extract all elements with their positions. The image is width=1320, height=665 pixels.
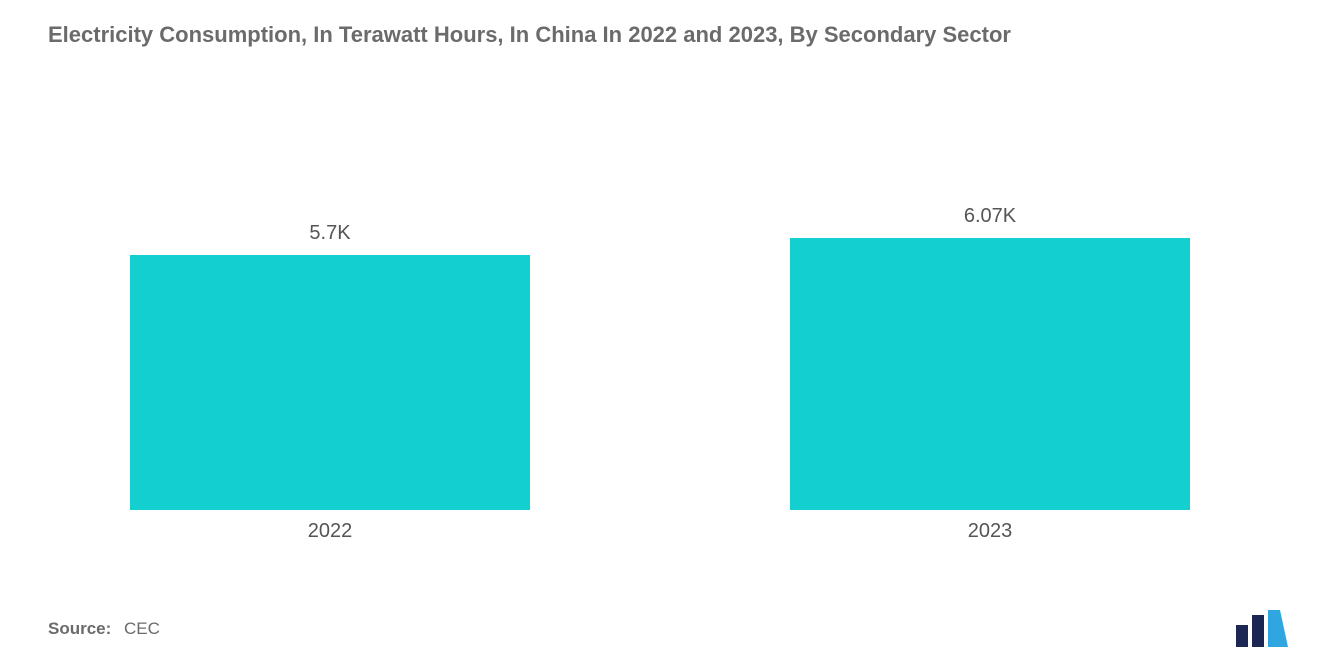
bar-value-label: 6.07K xyxy=(964,205,1016,228)
bar-chart: 5.7K 6.07K xyxy=(130,225,1190,510)
source-label: Source: xyxy=(48,619,111,638)
x-label-2023: 2023 xyxy=(790,520,1190,550)
bar-2022 xyxy=(130,255,530,510)
x-label-2022: 2022 xyxy=(130,520,530,550)
bar-2023 xyxy=(790,238,1190,510)
bar-group-2022: 5.7K xyxy=(130,222,530,510)
chart-title: Electricity Consumption, In Terawatt Hou… xyxy=(48,22,1011,48)
source-line: Source: CEC xyxy=(48,619,160,639)
bar-group-2023: 6.07K xyxy=(790,205,1190,510)
bar-value-label: 5.7K xyxy=(309,222,350,245)
x-axis-labels: 2022 2023 xyxy=(130,520,1190,550)
source-value: CEC xyxy=(124,619,160,638)
brand-logo-icon xyxy=(1234,607,1290,647)
